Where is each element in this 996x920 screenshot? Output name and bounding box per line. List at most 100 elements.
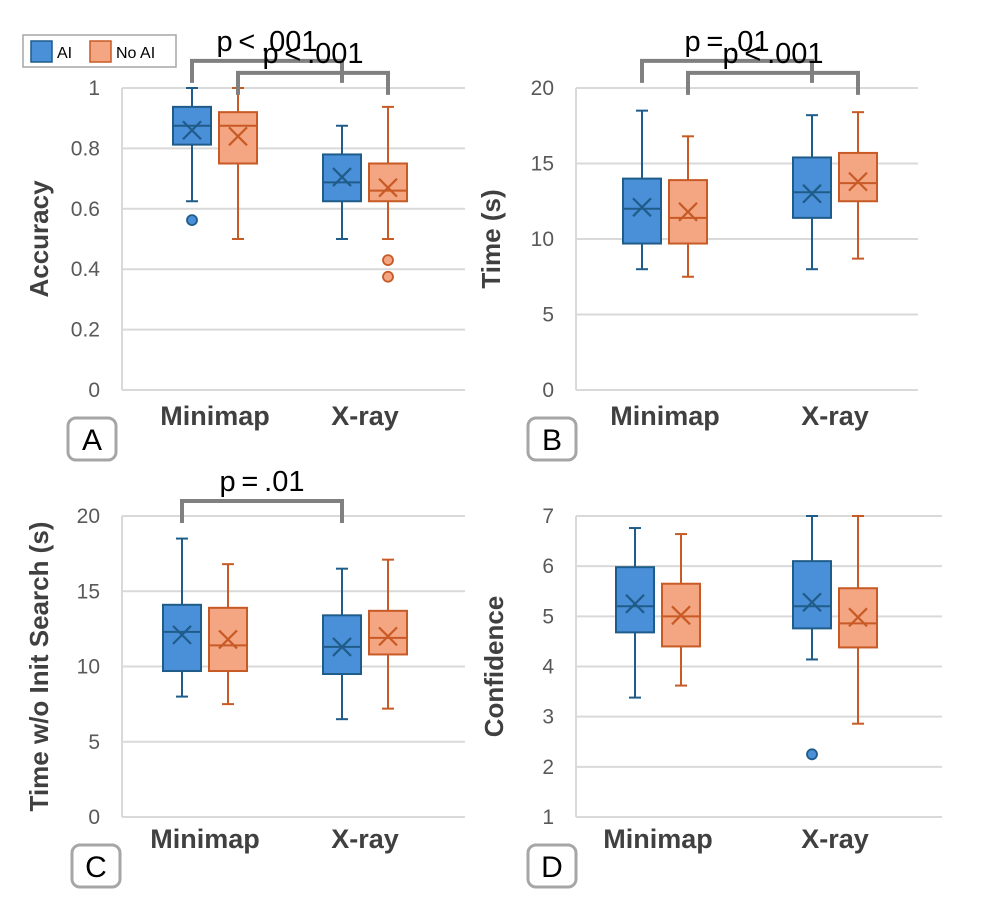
- significance-bracket: p < .001: [190, 26, 344, 83]
- y-tick-label: 20: [531, 77, 554, 100]
- category-label: Minimap: [603, 824, 713, 854]
- y-tick-label: 20: [77, 505, 100, 528]
- mean-marker: [632, 197, 652, 218]
- y-tick-label: 4: [542, 656, 554, 679]
- panel-label-frame: [66, 416, 118, 462]
- box-ai-x-ray: [792, 515, 832, 761]
- outlier-point: [186, 214, 198, 227]
- outlier-point: [382, 270, 394, 283]
- mean-marker: [802, 592, 822, 613]
- y-tick-label: 15: [531, 153, 554, 176]
- category-label: X-ray: [801, 401, 869, 431]
- bracket-line: [180, 498, 344, 523]
- significance-bracket: p < .001: [686, 38, 860, 95]
- y-tick-label: 1: [542, 806, 554, 829]
- box-no-ai-x-ray: [368, 105, 408, 283]
- panel-label-text: D: [541, 851, 563, 884]
- panel-label: D: [526, 843, 578, 889]
- box-ai-minimap: [615, 527, 655, 699]
- mean-marker: [848, 607, 868, 628]
- box-no-ai-x-ray: [838, 515, 878, 725]
- box-no-ai-minimap: [208, 563, 248, 706]
- y-tick-label: 10: [77, 656, 100, 679]
- panel-label-text: B: [542, 424, 562, 457]
- y-axis-title: Time (s): [476, 189, 506, 288]
- y-axis-title: Accuracy: [24, 180, 54, 298]
- box-iqr: [368, 162, 408, 203]
- box-ai-minimap: [162, 537, 202, 698]
- category-label: X-ray: [801, 824, 869, 854]
- y-tick-label: 0.4: [71, 258, 101, 281]
- panel-label-text: A: [82, 424, 102, 457]
- mean-marker: [218, 629, 238, 650]
- mean-marker: [332, 637, 352, 657]
- mean-marker: [182, 120, 202, 141]
- mean-marker: [332, 167, 352, 187]
- legend-swatch-ai: [30, 40, 53, 63]
- panel-c: 0 5 10 15 20 Time w/o Init Search (s) Minimap X…: [24, 466, 465, 889]
- category-label: X-ray: [331, 401, 399, 431]
- box-iqr: [368, 609, 408, 656]
- panel-a: 0 0.2 0.4 0.6 0.8 1 Accuracy Minimap X-ray p < .0…: [24, 26, 465, 462]
- category-label: X-ray: [331, 824, 399, 854]
- significance-bracket: p < .001: [236, 38, 390, 95]
- y-axis-title: Time w/o Init Search (s): [24, 522, 54, 812]
- mean-marker: [172, 625, 192, 645]
- box-ai-x-ray: [792, 114, 832, 271]
- outlier-point: [382, 254, 394, 267]
- category-label: Minimap: [610, 401, 720, 431]
- panel-label: C: [70, 843, 122, 889]
- mean-marker: [848, 171, 868, 192]
- mean-marker: [378, 626, 398, 647]
- p-value-label: p < .001: [262, 38, 363, 70]
- y-tick-label: 2: [542, 756, 554, 779]
- chart-panels: 0 0.2 0.4 0.6 0.8 1 Accuracy Minimap X-ray p < .0…: [24, 26, 942, 889]
- y-tick-label: 1: [88, 77, 100, 100]
- box-ai-minimap: [622, 109, 662, 271]
- box-no-ai-minimap: [218, 87, 258, 240]
- y-tick-label: 5: [542, 605, 554, 628]
- p-value-label: p = .01: [220, 466, 305, 498]
- legend-swatch-no-ai: [89, 40, 112, 63]
- box-iqr: [162, 603, 202, 673]
- y-tick-label: 0: [88, 379, 100, 402]
- significance-bracket: p = .01: [180, 466, 344, 523]
- y-tick-label: 7: [542, 505, 554, 528]
- y-tick-label: 0.6: [71, 198, 100, 221]
- y-tick-label: 6: [542, 555, 554, 578]
- bracket-line: [686, 70, 860, 95]
- y-tick-label: 3: [542, 706, 554, 729]
- box-iqr: [792, 156, 832, 219]
- y-tick-label: 0: [542, 379, 554, 402]
- box-no-ai-minimap: [668, 135, 708, 278]
- legend-label-no-ai: No AI: [116, 45, 155, 62]
- box-no-ai-x-ray: [368, 558, 408, 710]
- y-tick-label: 5: [542, 304, 554, 327]
- y-tick-label: 15: [77, 580, 100, 603]
- panel-label: B: [526, 416, 578, 462]
- category-label: Minimap: [150, 824, 260, 854]
- y-axis-title: Confidence: [479, 596, 509, 738]
- p-value-label: p < .001: [722, 38, 823, 70]
- panel-label-frame: [526, 843, 578, 889]
- y-tick-label: 10: [531, 228, 554, 251]
- box-no-ai-minimap: [661, 533, 701, 687]
- box-ai-minimap: [172, 87, 212, 227]
- p-value-label: p = .01: [685, 26, 770, 58]
- y-tick-label: 0: [88, 806, 100, 829]
- box-ai-x-ray: [322, 567, 362, 721]
- legend: AI No AI: [22, 34, 177, 68]
- panel-label-frame: [70, 843, 122, 889]
- mean-marker: [678, 202, 698, 222]
- y-tick-label: 0.8: [71, 137, 100, 160]
- panel-label: A: [66, 416, 118, 462]
- legend-label-ai: AI: [57, 45, 72, 62]
- mean-marker: [228, 126, 248, 147]
- outlier-point: [806, 748, 818, 761]
- box-iqr: [615, 566, 655, 634]
- y-tick-label: 5: [88, 731, 100, 754]
- panel-label-frame: [526, 416, 578, 462]
- mean-marker: [671, 605, 691, 626]
- box-no-ai-x-ray: [838, 111, 878, 260]
